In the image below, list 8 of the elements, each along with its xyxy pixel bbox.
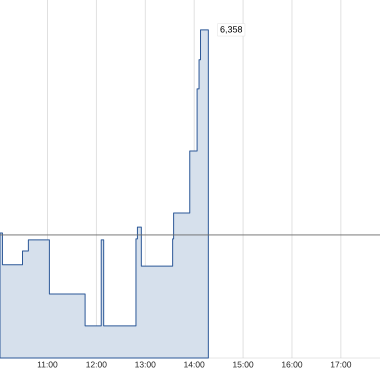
x-tick-label: 12:00 xyxy=(86,362,107,368)
x-tick-label: 15:00 xyxy=(233,362,254,368)
x-tick-label: 14:00 xyxy=(184,362,204,368)
x-tick-label: 17:00 xyxy=(330,362,352,368)
x-tick-label: 13:00 xyxy=(135,362,156,368)
x-tick-label: 11:00 xyxy=(38,362,58,368)
x-tick-label: 16:00 xyxy=(282,362,302,368)
annotation: 6,358 xyxy=(220,26,242,34)
